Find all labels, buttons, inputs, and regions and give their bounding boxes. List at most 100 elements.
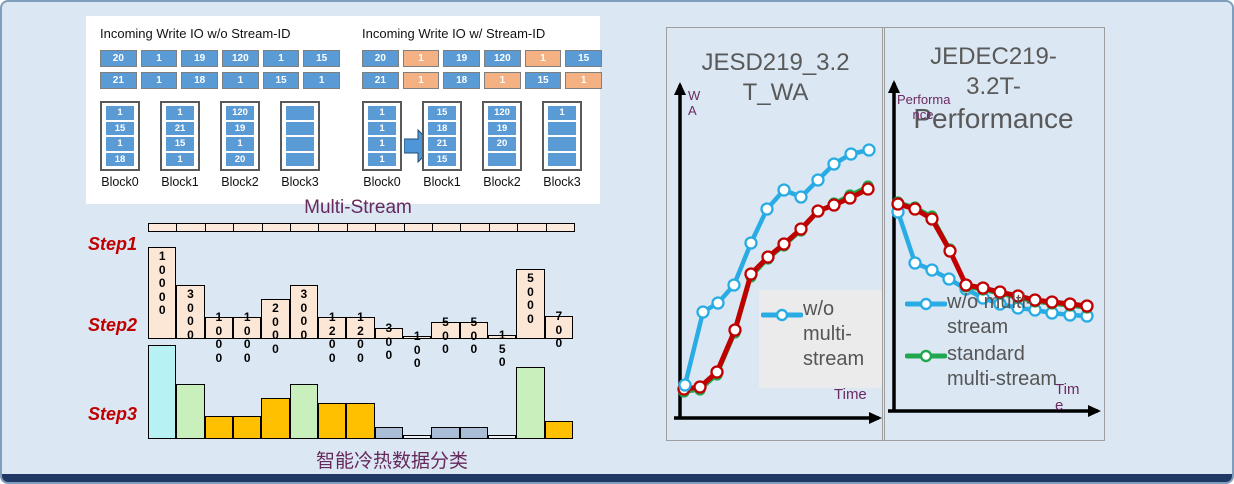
digit: 0 xyxy=(470,328,478,343)
flash-block-cell xyxy=(286,121,314,135)
legend-label: standard multi-stream xyxy=(947,343,1058,390)
flash-block-cell: 19 xyxy=(488,121,516,135)
digit: 0 xyxy=(470,342,478,356)
digit: 0 xyxy=(158,303,166,317)
x-axis-label-time: Time xyxy=(834,386,867,403)
flash-block-cell xyxy=(488,152,516,166)
io-chip-hot: 1 xyxy=(524,50,562,67)
flash-block-box: 1 21 15 1 xyxy=(160,101,200,171)
io-chip: 19 xyxy=(181,50,219,67)
io-chip: 1 xyxy=(140,50,178,67)
flash-block-cell xyxy=(548,137,576,151)
classified-bar-gray xyxy=(374,427,403,439)
flash-block-box: 120 19 20 xyxy=(482,101,522,171)
frequency-bar xyxy=(544,316,573,339)
flash-block-cell: 19 xyxy=(226,121,254,135)
digit: 0 xyxy=(215,337,223,351)
flash-block-label: Block1 xyxy=(423,175,461,189)
chart-plot-area xyxy=(888,80,1101,417)
digit: 1 xyxy=(215,310,223,324)
footer-bar xyxy=(2,474,1232,482)
strip-segment xyxy=(460,223,490,232)
y-axis-label-wa: W A xyxy=(688,88,701,118)
classified-bar-orange xyxy=(318,403,347,439)
flash-block-cell: 20 xyxy=(226,152,254,166)
io-chip: 1 xyxy=(140,72,178,89)
io-chip: 120 xyxy=(222,50,259,67)
strip-segment xyxy=(318,223,348,232)
strip-segment xyxy=(432,223,462,232)
digit: 0 xyxy=(272,341,279,356)
legend-line-sample xyxy=(760,308,804,327)
strip-segment xyxy=(517,223,547,232)
io-chip: 21 xyxy=(100,72,137,89)
strip-segment xyxy=(176,223,206,232)
io-chip: 19 xyxy=(443,50,481,67)
frequency-bar xyxy=(176,285,205,339)
classified-bar-green xyxy=(516,367,545,439)
io-chip: 15 xyxy=(303,50,341,67)
classified-bar-orange xyxy=(544,421,573,439)
flash-block-cell: 1 xyxy=(368,106,396,120)
frequency-bar xyxy=(488,335,517,339)
frequency-bar xyxy=(261,299,290,339)
flash-block-cell: 1 xyxy=(368,137,396,151)
series-w-o-multi-stream xyxy=(678,143,876,392)
chart-plot-area xyxy=(674,82,882,424)
flash-block-cell xyxy=(286,152,314,166)
multi-stream-label: Multi-Stream xyxy=(304,197,412,218)
digit: 0 xyxy=(527,284,534,299)
step3-label: Step3 xyxy=(88,404,138,424)
digit: 0 xyxy=(243,323,251,338)
io-chip: 1 xyxy=(303,72,341,89)
digit: 5 xyxy=(498,341,506,356)
digit: 0 xyxy=(187,300,194,315)
legend-line-sample xyxy=(904,349,948,368)
frequency-bar xyxy=(374,328,403,339)
flash-block-cell: 1 xyxy=(106,106,134,120)
classified-bar-orange xyxy=(204,416,233,439)
digit: 5 xyxy=(442,315,449,329)
flash-block-cell: 21 xyxy=(166,121,194,135)
flash-block-cell: 21 xyxy=(428,137,456,151)
flash-block-cell: 15 xyxy=(428,106,456,120)
legend-label: w/o multi-stream xyxy=(947,291,1033,338)
frequency-bar xyxy=(516,269,545,339)
classified-bar-orange xyxy=(346,403,375,439)
legend-label: w/o multi-stream xyxy=(803,298,865,370)
flash-blocks-row: 1 15 1 18 Block0 1 21 15 1 Block1 120 19 1 20 Block2 Bl… xyxy=(100,101,340,189)
digit: 2 xyxy=(357,323,364,338)
flash-block-label: Block0 xyxy=(101,175,139,189)
legend-entry: standard multi-stream xyxy=(904,342,1077,392)
flash-block-cell: 1 xyxy=(368,121,396,135)
io-chip: 120 xyxy=(484,50,521,67)
flash-block-box: 120 19 1 20 xyxy=(220,101,260,171)
io-chip-row: 20 1 19 120 1 15 xyxy=(100,50,341,67)
io-chip-hot: 1 xyxy=(565,72,603,89)
digit: 5 xyxy=(470,315,478,329)
digit: 1 xyxy=(498,328,506,342)
digit: 0 xyxy=(328,337,336,351)
flash-block-label: Block3 xyxy=(543,175,581,189)
digit: 7 xyxy=(555,309,563,323)
strip-segment xyxy=(488,223,519,232)
flash-block-label: Block2 xyxy=(221,175,259,189)
digit: 0 xyxy=(300,327,308,342)
flash-block-cell: 120 xyxy=(488,106,516,120)
io-chip: 15 xyxy=(524,72,562,89)
flash-block: 1 21 15 1 Block1 xyxy=(160,101,200,189)
digit: 0 xyxy=(300,314,308,328)
chart-performance: JEDEC219- 3.2T- Performance Performa nce… xyxy=(882,27,1105,441)
strip-segment xyxy=(233,223,263,232)
io-chip-row: 20 1 19 120 1 15 xyxy=(362,50,603,67)
digit: 2 xyxy=(328,323,336,338)
classified-bar-green xyxy=(176,384,205,439)
